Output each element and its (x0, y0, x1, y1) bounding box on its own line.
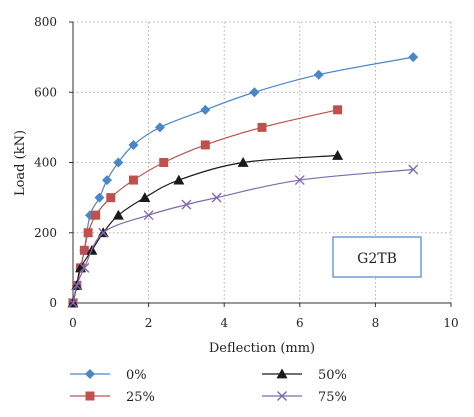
x-tick-label: 8 (372, 316, 380, 330)
x-tick-label: 4 (220, 316, 228, 330)
legend-marker (276, 368, 288, 379)
data-point (83, 228, 93, 238)
legend-marker (85, 391, 95, 401)
y-tick-label: 800 (34, 15, 57, 29)
y-tick-label: 600 (34, 85, 57, 99)
y-tick-label: 0 (49, 296, 57, 310)
data-point (113, 157, 124, 168)
data-point (98, 227, 109, 238)
data-point (128, 175, 138, 185)
data-point (79, 245, 89, 255)
x-tick-label: 6 (296, 316, 304, 330)
data-point (181, 199, 192, 210)
series-line (72, 109, 338, 304)
legend-label: 75% (318, 390, 347, 405)
x-marker-stroke (79, 262, 90, 273)
x-marker-stroke (68, 298, 78, 308)
legend-label: 25% (126, 390, 155, 405)
series-4 (68, 164, 419, 308)
x-marker-stroke (181, 199, 192, 210)
x-tick-label: 2 (145, 316, 153, 330)
series-line (72, 154, 338, 304)
x-marker-stroke (211, 192, 222, 203)
data-point (112, 209, 124, 220)
data-point (91, 210, 101, 220)
data-point (211, 192, 222, 203)
y-tick-labels: 0 200 400 600 800 (34, 15, 57, 310)
data-point (200, 104, 211, 115)
y-axis-label: Load (kN) (13, 130, 28, 196)
data-point (71, 280, 82, 291)
series-2 (68, 105, 343, 308)
legend-marker (85, 369, 95, 379)
data-point (143, 210, 154, 221)
x-marker-stroke (143, 210, 154, 221)
data-point (102, 175, 113, 186)
data-point (249, 87, 260, 98)
axes (69, 21, 452, 307)
data-point (94, 192, 105, 203)
legend-item: 50% (262, 368, 347, 383)
data-point (294, 175, 305, 186)
x-tick-label: 10 (443, 316, 458, 330)
legend-marker (277, 391, 287, 401)
legend-item: 75% (262, 390, 347, 405)
data-point (159, 158, 169, 167)
data-point (408, 52, 419, 63)
annotation-box-frame (332, 236, 422, 278)
legend: 0% 25% 50% 75% (70, 368, 347, 405)
data-point (139, 192, 151, 203)
data-point (333, 105, 343, 115)
x-marker-stroke (71, 280, 82, 291)
x-marker-stroke (294, 175, 305, 186)
x-tick-labels: 0 2 4 6 8 10 (69, 316, 458, 330)
data-point (313, 69, 324, 80)
data-point (257, 122, 267, 132)
data-point (68, 298, 78, 308)
data-point (173, 174, 185, 185)
series-layer (67, 52, 419, 308)
annotation-box: G2TB (332, 236, 422, 278)
legend-label: 50% (318, 368, 347, 383)
x-marker-stroke (277, 391, 287, 401)
series-line (72, 168, 414, 304)
grid (73, 21, 452, 303)
x-marker-stroke (408, 164, 419, 175)
data-point (128, 139, 139, 150)
x-tick-label: 0 (69, 316, 77, 330)
data-point (237, 157, 249, 167)
legend-item: 0% (70, 368, 147, 383)
legend-label: 0% (126, 368, 147, 383)
data-point (154, 122, 165, 133)
data-point (106, 193, 116, 203)
y-tick-label: 200 (34, 226, 57, 240)
y-tick-label: 400 (34, 156, 57, 170)
x-axis-label: Deflection (mm) (209, 341, 315, 356)
data-point (79, 262, 90, 273)
legend-item: 25% (70, 390, 155, 405)
data-point (200, 140, 210, 150)
x-marker-stroke (98, 227, 109, 238)
data-point (332, 149, 344, 160)
annotation-label: G2TB (357, 251, 397, 267)
data-point (408, 164, 419, 175)
